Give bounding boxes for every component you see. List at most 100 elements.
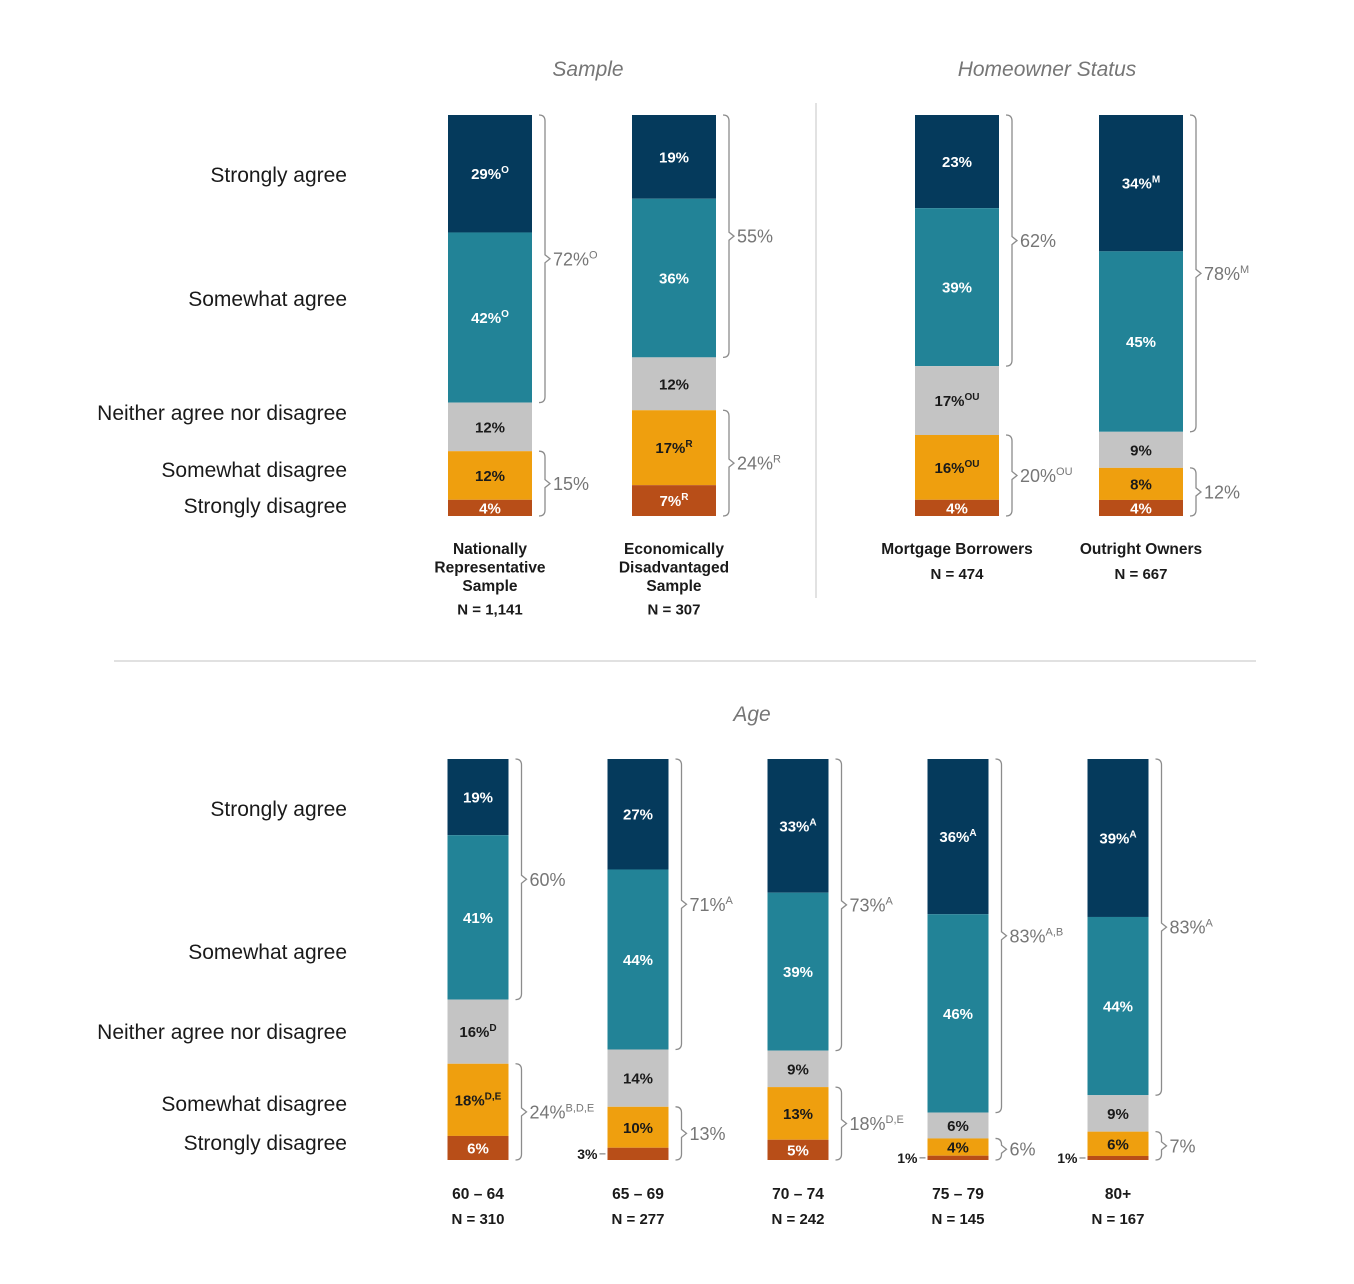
- category-label: 80+: [1105, 1186, 1131, 1203]
- agree-total-bracket: [675, 758, 688, 1051]
- segment-label-somewhat-agree: 45%: [1126, 334, 1156, 351]
- segment-label-somewhat-agree: 44%: [623, 952, 653, 969]
- segment-label-neither: 6%: [947, 1118, 969, 1135]
- bar-segment-somewhat-disagree: [915, 434, 999, 500]
- bar-segment-neither: [447, 999, 509, 1064]
- sample-size-label: N = 307: [648, 602, 701, 619]
- sample-size-label: N = 277: [612, 1211, 665, 1228]
- bar-segment-somewhat-disagree: [632, 410, 716, 486]
- segment-label-strongly-disagree: 4%: [479, 500, 501, 517]
- agree-total-label: 55%: [737, 227, 773, 247]
- segment-label-somewhat-agree: 42%O: [471, 309, 509, 327]
- segment-label-somewhat-disagree: 10%: [623, 1120, 653, 1137]
- agree-total-bracket: [835, 758, 848, 1052]
- bar-group: 23% 39% 17%OU 16%OU 4% 62% 20%OU Mortgage Borro…: [881, 114, 1073, 583]
- bar-segment-somewhat-disagree: [1087, 1131, 1149, 1156]
- bar-segment-somewhat-disagree: [1099, 467, 1183, 500]
- agree-total-bracket: [995, 758, 1008, 1114]
- segment-label-strongly-disagree: 4%: [1130, 500, 1152, 517]
- bar-segment-somewhat-agree: [1099, 251, 1183, 432]
- segment-label-strongly-agree: 33%A: [779, 817, 816, 835]
- category-label: Nationally: [453, 541, 527, 558]
- category-label: 60 – 64: [452, 1186, 504, 1203]
- segment-label-somewhat-agree: 46%: [943, 1006, 973, 1023]
- bar-segment-strongly-disagree: [767, 1139, 829, 1160]
- agree-total-label: 73%A: [850, 895, 894, 915]
- segment-label-strongly-disagree: 6%: [467, 1140, 489, 1157]
- bar-segment-strongly-agree: [632, 115, 716, 199]
- agree-total-label: 83%A: [1170, 918, 1214, 938]
- row-label-somewhat-disagree: Somewhat disagree: [161, 1093, 347, 1116]
- bar-segment-strongly-disagree: [915, 499, 999, 516]
- segment-label-strongly-agree: 23%: [942, 154, 972, 171]
- segment-label-somewhat-disagree: 12%: [475, 468, 505, 485]
- disagree-total-label: 20%OU: [1020, 466, 1073, 486]
- segment-label-neither: 16%D: [459, 1023, 496, 1041]
- bar-segment-strongly-agree: [915, 115, 999, 209]
- row-label-strongly-disagree: Strongly disagree: [184, 495, 347, 518]
- bar-segment-strongly-agree: [1099, 115, 1183, 252]
- segment-label-neither: 14%: [623, 1071, 653, 1088]
- disagree-total-bracket: [1005, 434, 1019, 517]
- disagree-total-label: 18%D,E: [850, 1114, 904, 1134]
- sample-size-label: N = 667: [1115, 566, 1168, 583]
- bar-segment-neither: [1087, 1095, 1149, 1132]
- category-label: 65 – 69: [612, 1186, 664, 1203]
- bar-segment-neither: [448, 402, 532, 452]
- row-label-neither: Neither agree nor disagree: [97, 402, 347, 425]
- category-label: Mortgage Borrowers: [881, 541, 1033, 558]
- bar-group: 39%A 44% 9% 6% 1% 83%A 7% 80+ N = 167: [1057, 758, 1214, 1228]
- bar-group: 34%M 45% 9% 8% 4% 78%M 12% Outright Owners N = 6…: [1080, 114, 1249, 583]
- segment-label-neither: 17%OU: [934, 392, 979, 410]
- segment-label-strongly-agree: 36%A: [939, 828, 976, 846]
- segment-label-strongly-agree: 27%: [623, 807, 653, 824]
- disagree-total-bracket: [675, 1106, 688, 1161]
- segment-label-neither: 9%: [1130, 442, 1152, 459]
- disagree-total-bracket: [1189, 467, 1203, 517]
- segment-label-strongly-agree: 39%A: [1099, 829, 1136, 847]
- agree-total-bracket: [1155, 758, 1168, 1096]
- segment-label-somewhat-agree: 44%: [1103, 999, 1133, 1016]
- sample-size-label: N = 474: [931, 566, 985, 583]
- segment-label-strongly-disagree: 4%: [946, 500, 968, 517]
- section-title-homeowner-status: Homeowner Status: [958, 58, 1137, 81]
- agree-total-label: 83%A,B: [1010, 926, 1064, 946]
- disagree-total-label: 7%: [1170, 1136, 1196, 1156]
- row-label-somewhat-disagree: Somewhat disagree: [161, 459, 347, 482]
- bar-segment-somewhat-disagree: [927, 1138, 989, 1156]
- segment-label-strongly-disagree: 1%: [1057, 1150, 1078, 1166]
- sample-size-label: N = 310: [452, 1211, 505, 1228]
- row-label-strongly-disagree: Strongly disagree: [184, 1132, 347, 1155]
- disagree-total-label: 6%: [1010, 1140, 1036, 1160]
- bar-segment-neither: [927, 1112, 989, 1139]
- category-label: Representative: [434, 560, 546, 577]
- segment-label-somewhat-disagree: 18%D,E: [455, 1091, 502, 1109]
- segment-label-neither: 12%: [475, 419, 505, 436]
- bar-segment-somewhat-agree: [767, 892, 829, 1051]
- bar-segment-strongly-disagree: [927, 1155, 989, 1160]
- agree-total-label: 60%: [530, 870, 566, 890]
- bar-segment-neither: [915, 366, 999, 435]
- segment-label-somewhat-disagree: 17%R: [655, 439, 693, 457]
- bar-segment-neither: [1099, 431, 1183, 468]
- agree-total-bracket: [1005, 114, 1019, 367]
- bar-segment-strongly-agree: [607, 759, 669, 870]
- disagree-total-bracket: [538, 450, 552, 517]
- segment-label-somewhat-agree: 36%: [659, 271, 689, 288]
- segment-label-strongly-agree: 19%: [463, 790, 493, 807]
- row-label-somewhat-agree: Somewhat agree: [188, 941, 347, 964]
- bar-segment-strongly-agree: [448, 115, 532, 233]
- bar-segment-neither: [632, 357, 716, 411]
- disagree-total-bracket: [515, 1063, 528, 1161]
- bar-segment-strongly-disagree: [1087, 1155, 1149, 1160]
- segment-label-strongly-disagree: 1%: [897, 1150, 918, 1166]
- category-label: Disadvantaged: [619, 560, 729, 577]
- bar-segment-somewhat-agree: [447, 835, 509, 1000]
- category-label: Outright Owners: [1080, 541, 1202, 558]
- bar-segment-somewhat-agree: [448, 232, 532, 403]
- segment-label-strongly-disagree: 5%: [787, 1142, 809, 1159]
- bar-group: 33%A 39% 9% 13% 5% 73%A 18%D,E 70 – 74 N = 242: [767, 758, 904, 1228]
- bar-segment-somewhat-agree: [915, 208, 999, 367]
- agree-total-bracket: [538, 114, 552, 404]
